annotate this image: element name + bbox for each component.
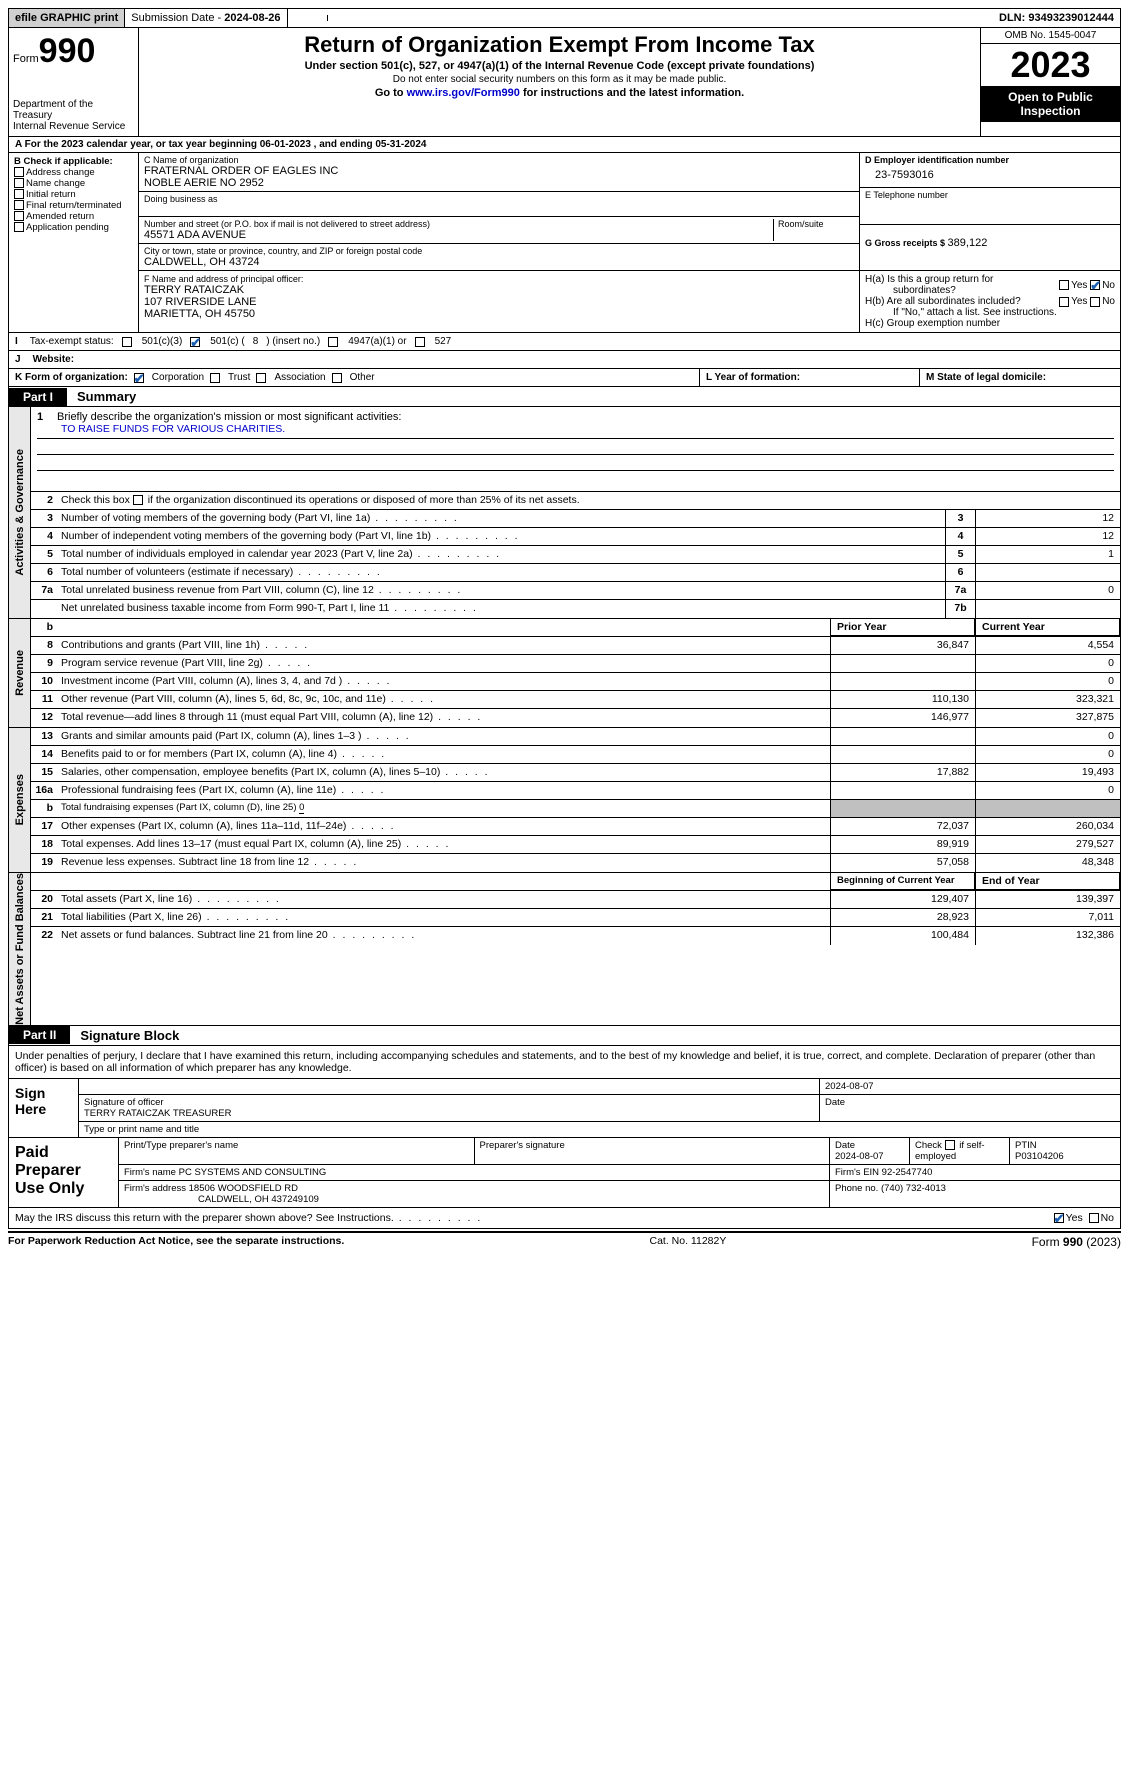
- vtab-ag: Activities & Governance: [14, 449, 26, 576]
- line-8: 8Contributions and grants (Part VIII, li…: [31, 637, 1120, 655]
- cb-other[interactable]: [332, 373, 342, 383]
- line-4: 4Number of independent voting members of…: [31, 528, 1120, 546]
- line-11: 11Other revenue (Part VIII, column (A), …: [31, 691, 1120, 709]
- section-net-assets: Net Assets or Fund Balances Beginning of…: [8, 873, 1121, 1026]
- line-16a: 16aProfessional fundraising fees (Part I…: [31, 782, 1120, 800]
- form-subtitle-2: Do not enter social security numbers on …: [143, 74, 976, 85]
- section-expenses: Expenses 13Grants and similar amounts pa…: [8, 728, 1121, 873]
- cb-amended[interactable]: [14, 211, 24, 221]
- entity-block: B Check if applicable: Address change Na…: [8, 153, 1121, 333]
- cb-initial-return[interactable]: [14, 189, 24, 199]
- line-15: 15Salaries, other compensation, employee…: [31, 764, 1120, 782]
- top-bar: efile GRAPHIC print Submission Date - 20…: [8, 8, 1121, 28]
- line-b: bTotal fundraising expenses (Part IX, co…: [31, 800, 1120, 818]
- form-title: Return of Organization Exempt From Incom…: [143, 32, 976, 58]
- dept-treasury: Department of the Treasury: [13, 99, 134, 121]
- line-14: 14Benefits paid to or for members (Part …: [31, 746, 1120, 764]
- part-2-header: Part II Signature Block: [8, 1026, 1121, 1046]
- mission-text: TO RAISE FUNDS FOR VARIOUS CHARITIES.: [37, 423, 1114, 439]
- omb-number: OMB No. 1545-0047: [981, 28, 1120, 44]
- form-subtitle-3: Go to www.irs.gov/Form990 for instructio…: [143, 87, 976, 99]
- page-footer: For Paperwork Reduction Act Notice, see …: [8, 1231, 1121, 1249]
- box-d: D Employer identification number 23-7593…: [860, 153, 1120, 188]
- cb-hb-no[interactable]: [1090, 297, 1100, 307]
- box-f: F Name and address of principal officer:…: [139, 271, 860, 332]
- cb-hb-yes[interactable]: [1059, 297, 1069, 307]
- cb-ha-yes[interactable]: [1059, 280, 1069, 290]
- box-b: B Check if applicable: Address change Na…: [9, 153, 139, 332]
- form-header: Form990 Department of the Treasury Inter…: [8, 28, 1121, 137]
- cb-final-return[interactable]: [14, 200, 24, 210]
- col-prior-year: Prior Year: [830, 619, 975, 636]
- dln: DLN: 93493239012444: [993, 9, 1120, 27]
- vtab-expenses: Expenses: [14, 774, 26, 825]
- box-c: C Name of organization FRATERNAL ORDER O…: [139, 153, 860, 270]
- cb-discuss-yes[interactable]: [1054, 1213, 1064, 1223]
- cb-527[interactable]: [415, 337, 425, 347]
- cb-assoc[interactable]: [256, 373, 266, 383]
- perjury-statement: Under penalties of perjury, I declare th…: [8, 1046, 1121, 1079]
- form-number: Form990: [13, 32, 134, 71]
- cb-discontinued[interactable]: [133, 495, 143, 505]
- cb-name-change[interactable]: [14, 178, 24, 188]
- part-1-header: Part I Summary: [8, 387, 1121, 407]
- line-9: 9Program service revenue (Part VIII, lin…: [31, 655, 1120, 673]
- box-deg: D Employer identification number 23-7593…: [860, 153, 1120, 270]
- row-klm: K Form of organization: Corporation Trus…: [8, 369, 1121, 387]
- cb-501c[interactable]: [190, 337, 200, 347]
- cb-trust[interactable]: [210, 373, 220, 383]
- cb-corp[interactable]: [134, 373, 144, 383]
- line-13: 13Grants and similar amounts paid (Part …: [31, 728, 1120, 746]
- vtab-revenue: Revenue: [14, 650, 26, 696]
- box-e: E Telephone number: [860, 188, 1120, 225]
- cb-app-pending[interactable]: [14, 222, 24, 232]
- row-a-tax-year: A For the 2023 calendar year, or tax yea…: [8, 137, 1121, 153]
- line-19: 19Revenue less expenses. Subtract line 1…: [31, 854, 1120, 872]
- col-current-year: Current Year: [975, 619, 1120, 636]
- submission-date: Submission Date - 2024-08-26: [125, 9, 287, 27]
- form-subtitle-1: Under section 501(c), 527, or 4947(a)(1)…: [143, 60, 976, 72]
- blank-cell: [288, 15, 328, 21]
- cb-self-employed[interactable]: [945, 1140, 955, 1150]
- cb-discuss-no[interactable]: [1089, 1213, 1099, 1223]
- irs-label: Internal Revenue Service: [13, 121, 134, 132]
- line-22: 22Net assets or fund balances. Subtract …: [31, 927, 1120, 945]
- sign-here-block: Sign Here 2024-08-07 Signature of office…: [8, 1079, 1121, 1138]
- cb-501c3[interactable]: [122, 337, 132, 347]
- line-7a: 7aTotal unrelated business revenue from …: [31, 582, 1120, 600]
- tax-year: 2023: [981, 44, 1120, 86]
- row-j: JWebsite:: [8, 351, 1121, 369]
- discuss-row: May the IRS discuss this return with the…: [8, 1208, 1121, 1229]
- line-3: 3Number of voting members of the governi…: [31, 510, 1120, 528]
- open-to-public: Open to Public Inspection: [981, 86, 1120, 122]
- section-revenue: Revenue b Prior Year Current Year 8Contr…: [8, 619, 1121, 728]
- line-21: 21Total liabilities (Part X, line 26)28,…: [31, 909, 1120, 927]
- box-g: G Gross receipts $ 389,122: [860, 225, 1120, 251]
- line-20: 20Total assets (Part X, line 16)129,4071…: [31, 891, 1120, 909]
- cb-ha-no[interactable]: [1090, 280, 1100, 290]
- paid-preparer-block: Paid Preparer Use Only Print/Type prepar…: [8, 1138, 1121, 1208]
- cb-4947[interactable]: [328, 337, 338, 347]
- efile-print-button[interactable]: efile GRAPHIC print: [9, 9, 125, 27]
- box-h: H(a) Is this a group return for subordin…: [860, 271, 1120, 332]
- line-12: 12Total revenue—add lines 8 through 11 (…: [31, 709, 1120, 727]
- line-10: 10Investment income (Part VIII, column (…: [31, 673, 1120, 691]
- line-17: 17Other expenses (Part IX, column (A), l…: [31, 818, 1120, 836]
- line-18: 18Total expenses. Add lines 13–17 (must …: [31, 836, 1120, 854]
- cb-address-change[interactable]: [14, 167, 24, 177]
- irs-link[interactable]: www.irs.gov/Form990: [407, 87, 520, 99]
- line-5: 5Total number of individuals employed in…: [31, 546, 1120, 564]
- vtab-net-assets: Net Assets or Fund Balances: [14, 873, 26, 1025]
- section-activities-governance: Activities & Governance 1Briefly describ…: [8, 407, 1121, 619]
- row-i: ITax-exempt status: 501(c)(3) 501(c) ( 8…: [8, 333, 1121, 351]
- line-6: 6Total number of volunteers (estimate if…: [31, 564, 1120, 582]
- line-7b: Net unrelated business taxable income fr…: [31, 600, 1120, 618]
